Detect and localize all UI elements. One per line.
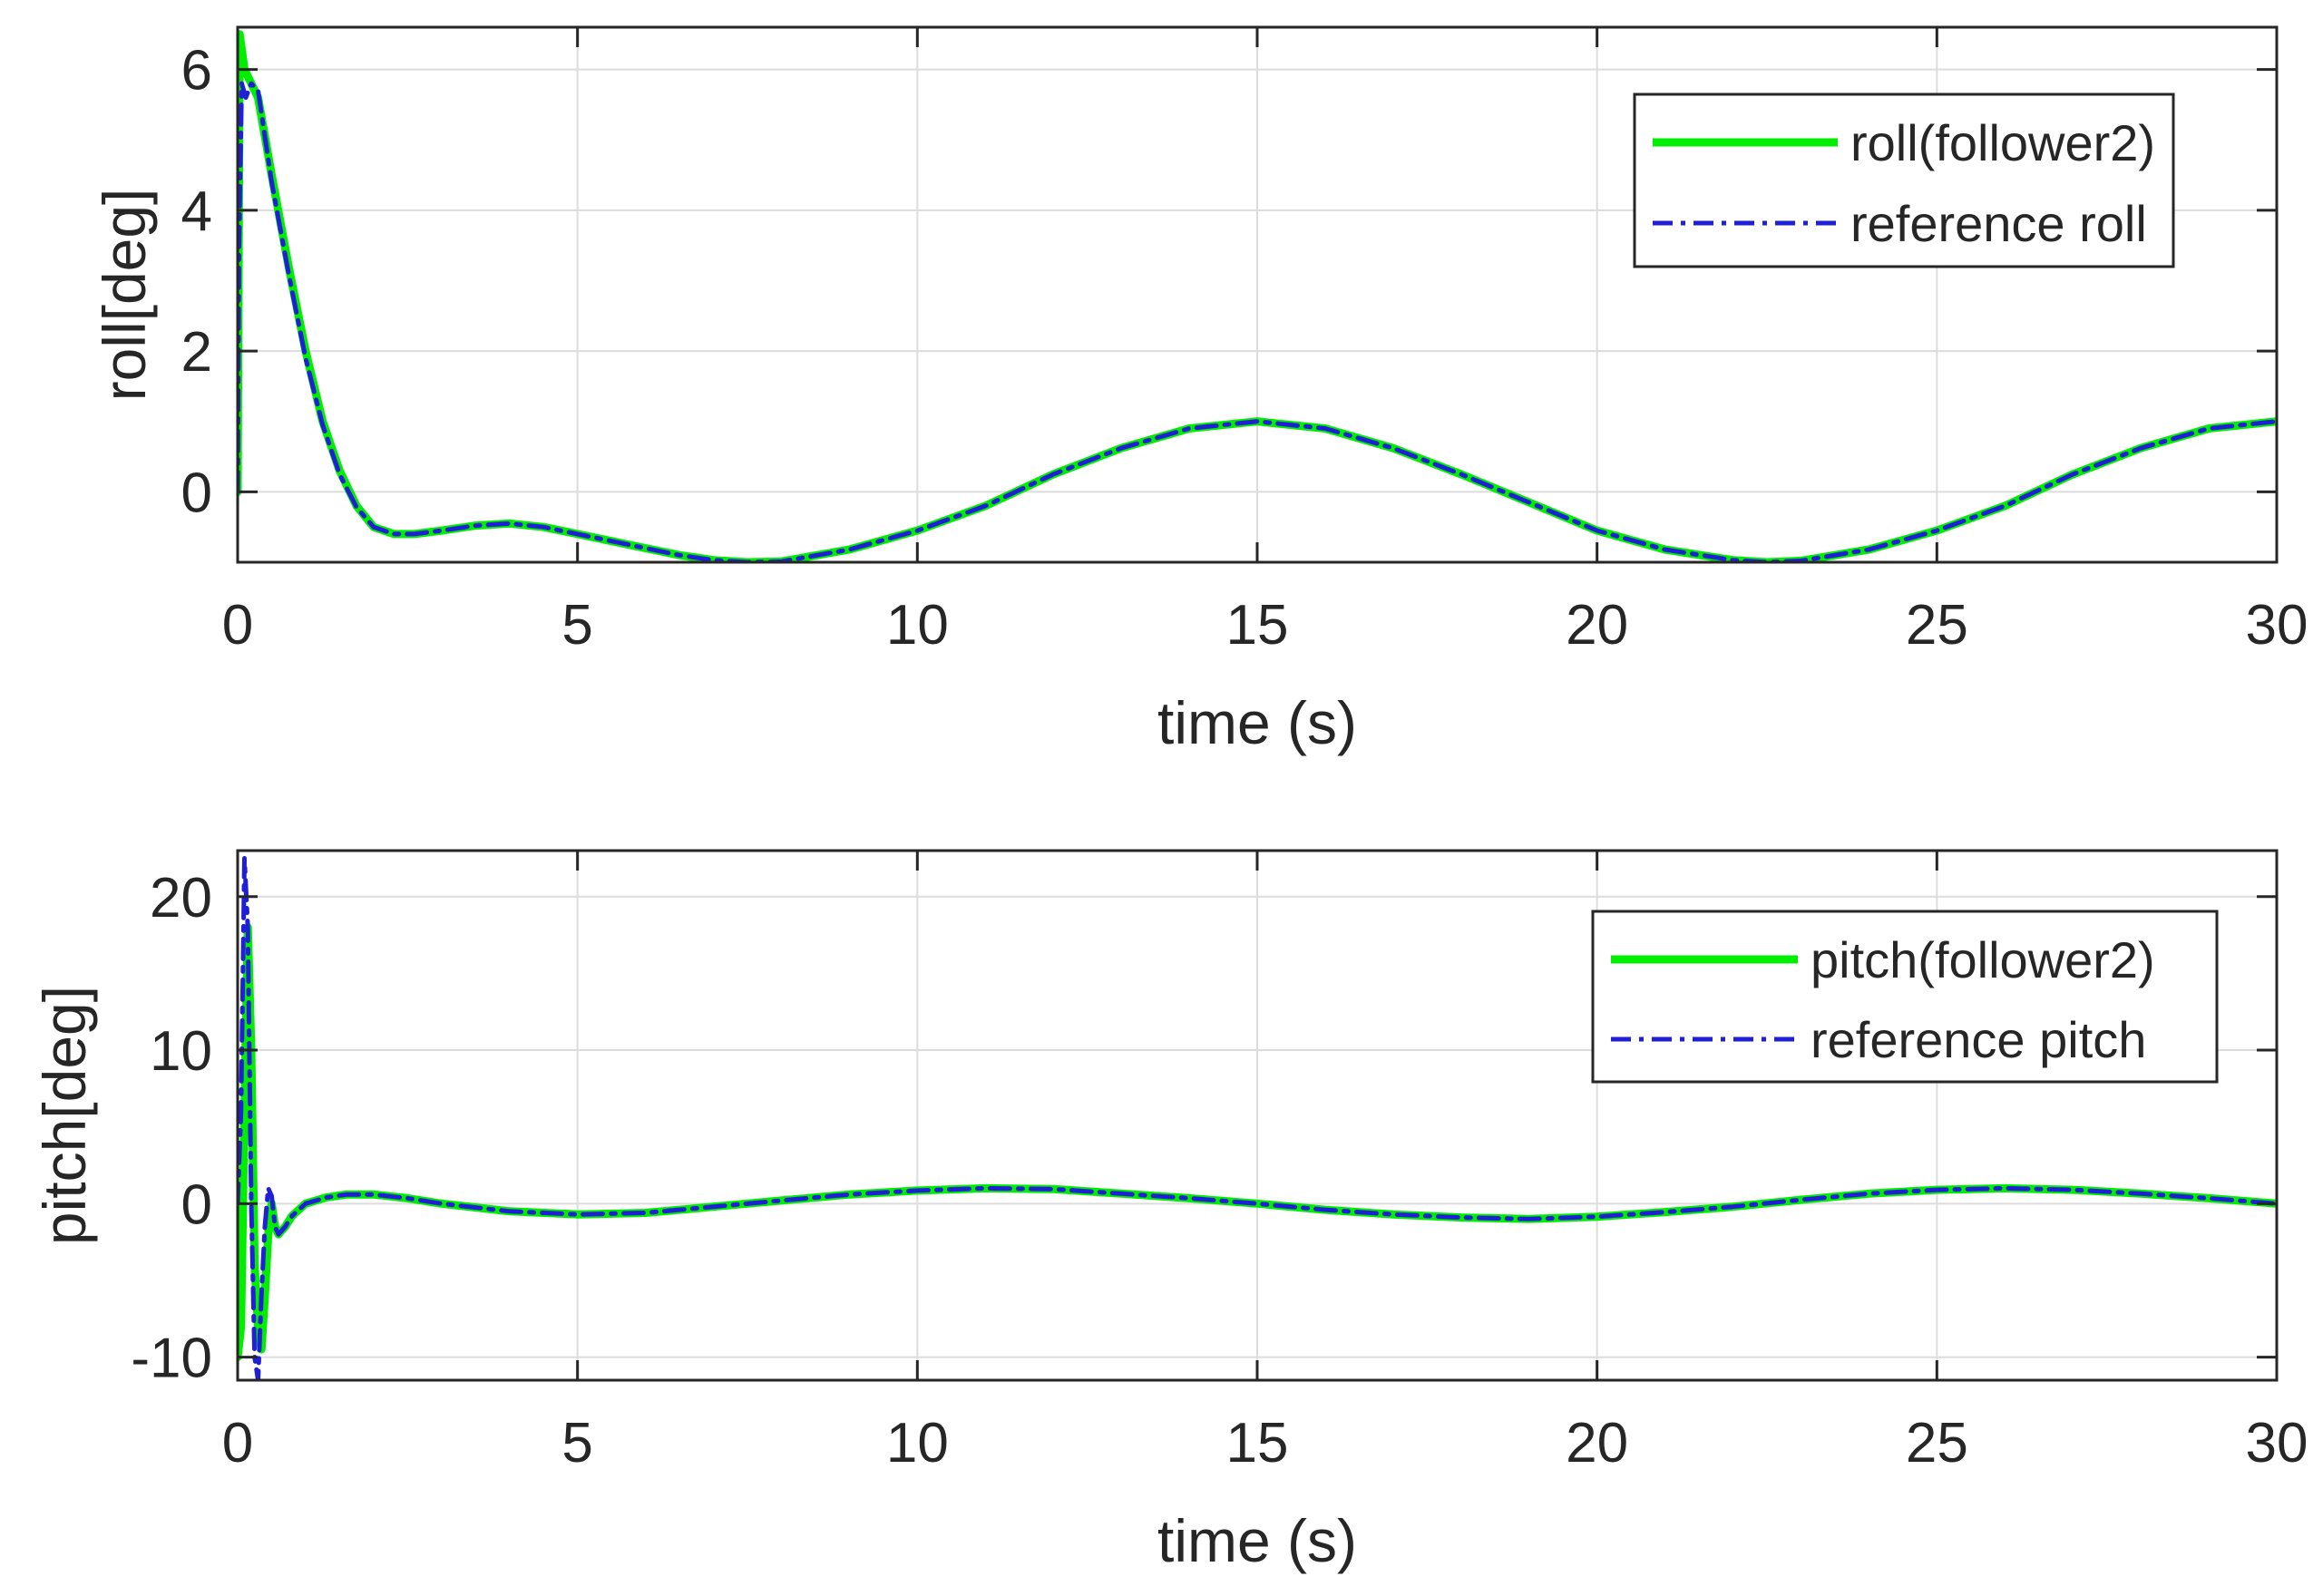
pitch-series — [238, 856, 2277, 1380]
pitch-y-tick-label: 0 — [181, 1173, 212, 1236]
pitch-x-tick-label: 10 — [886, 1412, 949, 1474]
roll-y-tick-label: 4 — [181, 180, 212, 243]
pitch-legend-reference-label: reference pitch — [1811, 1011, 2146, 1068]
pitch-legend-box — [1591, 910, 2219, 1084]
pitch-x-axis-label: time (s) — [1157, 1507, 1357, 1574]
pitch-y-tick-label: 10 — [150, 1020, 212, 1083]
roll-legend-follower-label: roll(follower2) — [1850, 114, 2155, 171]
roll-subplot: 0 5 10 15 20 25 30 0 2 4 6 time (s) roll[deg] roll… — [91, 25, 2308, 756]
roll-y-tick-label: 2 — [181, 321, 212, 384]
pitch-legend-follower-label: pitch(follower2) — [1811, 931, 2155, 988]
pitch-y-tick-label: -10 — [131, 1328, 212, 1390]
roll-legend-box — [1633, 92, 2175, 268]
pitch-x-tick-label: 30 — [2246, 1412, 2308, 1474]
roll-y-tick-label: 0 — [181, 462, 212, 524]
roll-x-tick-label: 0 — [222, 594, 253, 657]
roll-x-tick-label: 20 — [1566, 594, 1628, 657]
roll-y-tick-label: 6 — [181, 40, 212, 102]
pitch-x-tick-label: 0 — [222, 1412, 253, 1474]
roll-x-tick-label: 30 — [2246, 594, 2308, 657]
roll-x-tick-label: 5 — [561, 594, 592, 657]
roll-y-axis-label: roll[deg] — [91, 189, 158, 402]
roll-legend: roll(follower2) reference roll — [1633, 92, 2175, 268]
pitch-y-axis-label: pitch[deg] — [31, 986, 98, 1245]
pitch-axes-box — [236, 849, 2279, 1382]
pitch-legend: pitch(follower2) reference pitch — [1591, 910, 2219, 1084]
pitch-x-tick-label: 25 — [1906, 1412, 1968, 1474]
pitch-x-tick-label: 5 — [561, 1412, 592, 1474]
roll-ticks: 0 5 10 15 20 25 30 0 2 4 6 — [181, 27, 2308, 657]
pitch-x-tick-label: 20 — [1566, 1412, 1628, 1474]
pitch-x-tick-label: 15 — [1226, 1412, 1289, 1474]
pitch-reference-line — [238, 856, 2277, 1380]
roll-x-tick-label: 15 — [1226, 594, 1289, 657]
roll-reference-line — [238, 81, 2277, 562]
roll-axes-box — [236, 25, 2279, 564]
roll-x-axis-label: time (s) — [1157, 689, 1357, 756]
roll-x-tick-label: 25 — [1906, 594, 1968, 657]
roll-x-tick-label: 10 — [886, 594, 949, 657]
roll-legend-reference-label: reference roll — [1850, 195, 2147, 252]
pitch-y-tick-label: 20 — [150, 867, 212, 929]
